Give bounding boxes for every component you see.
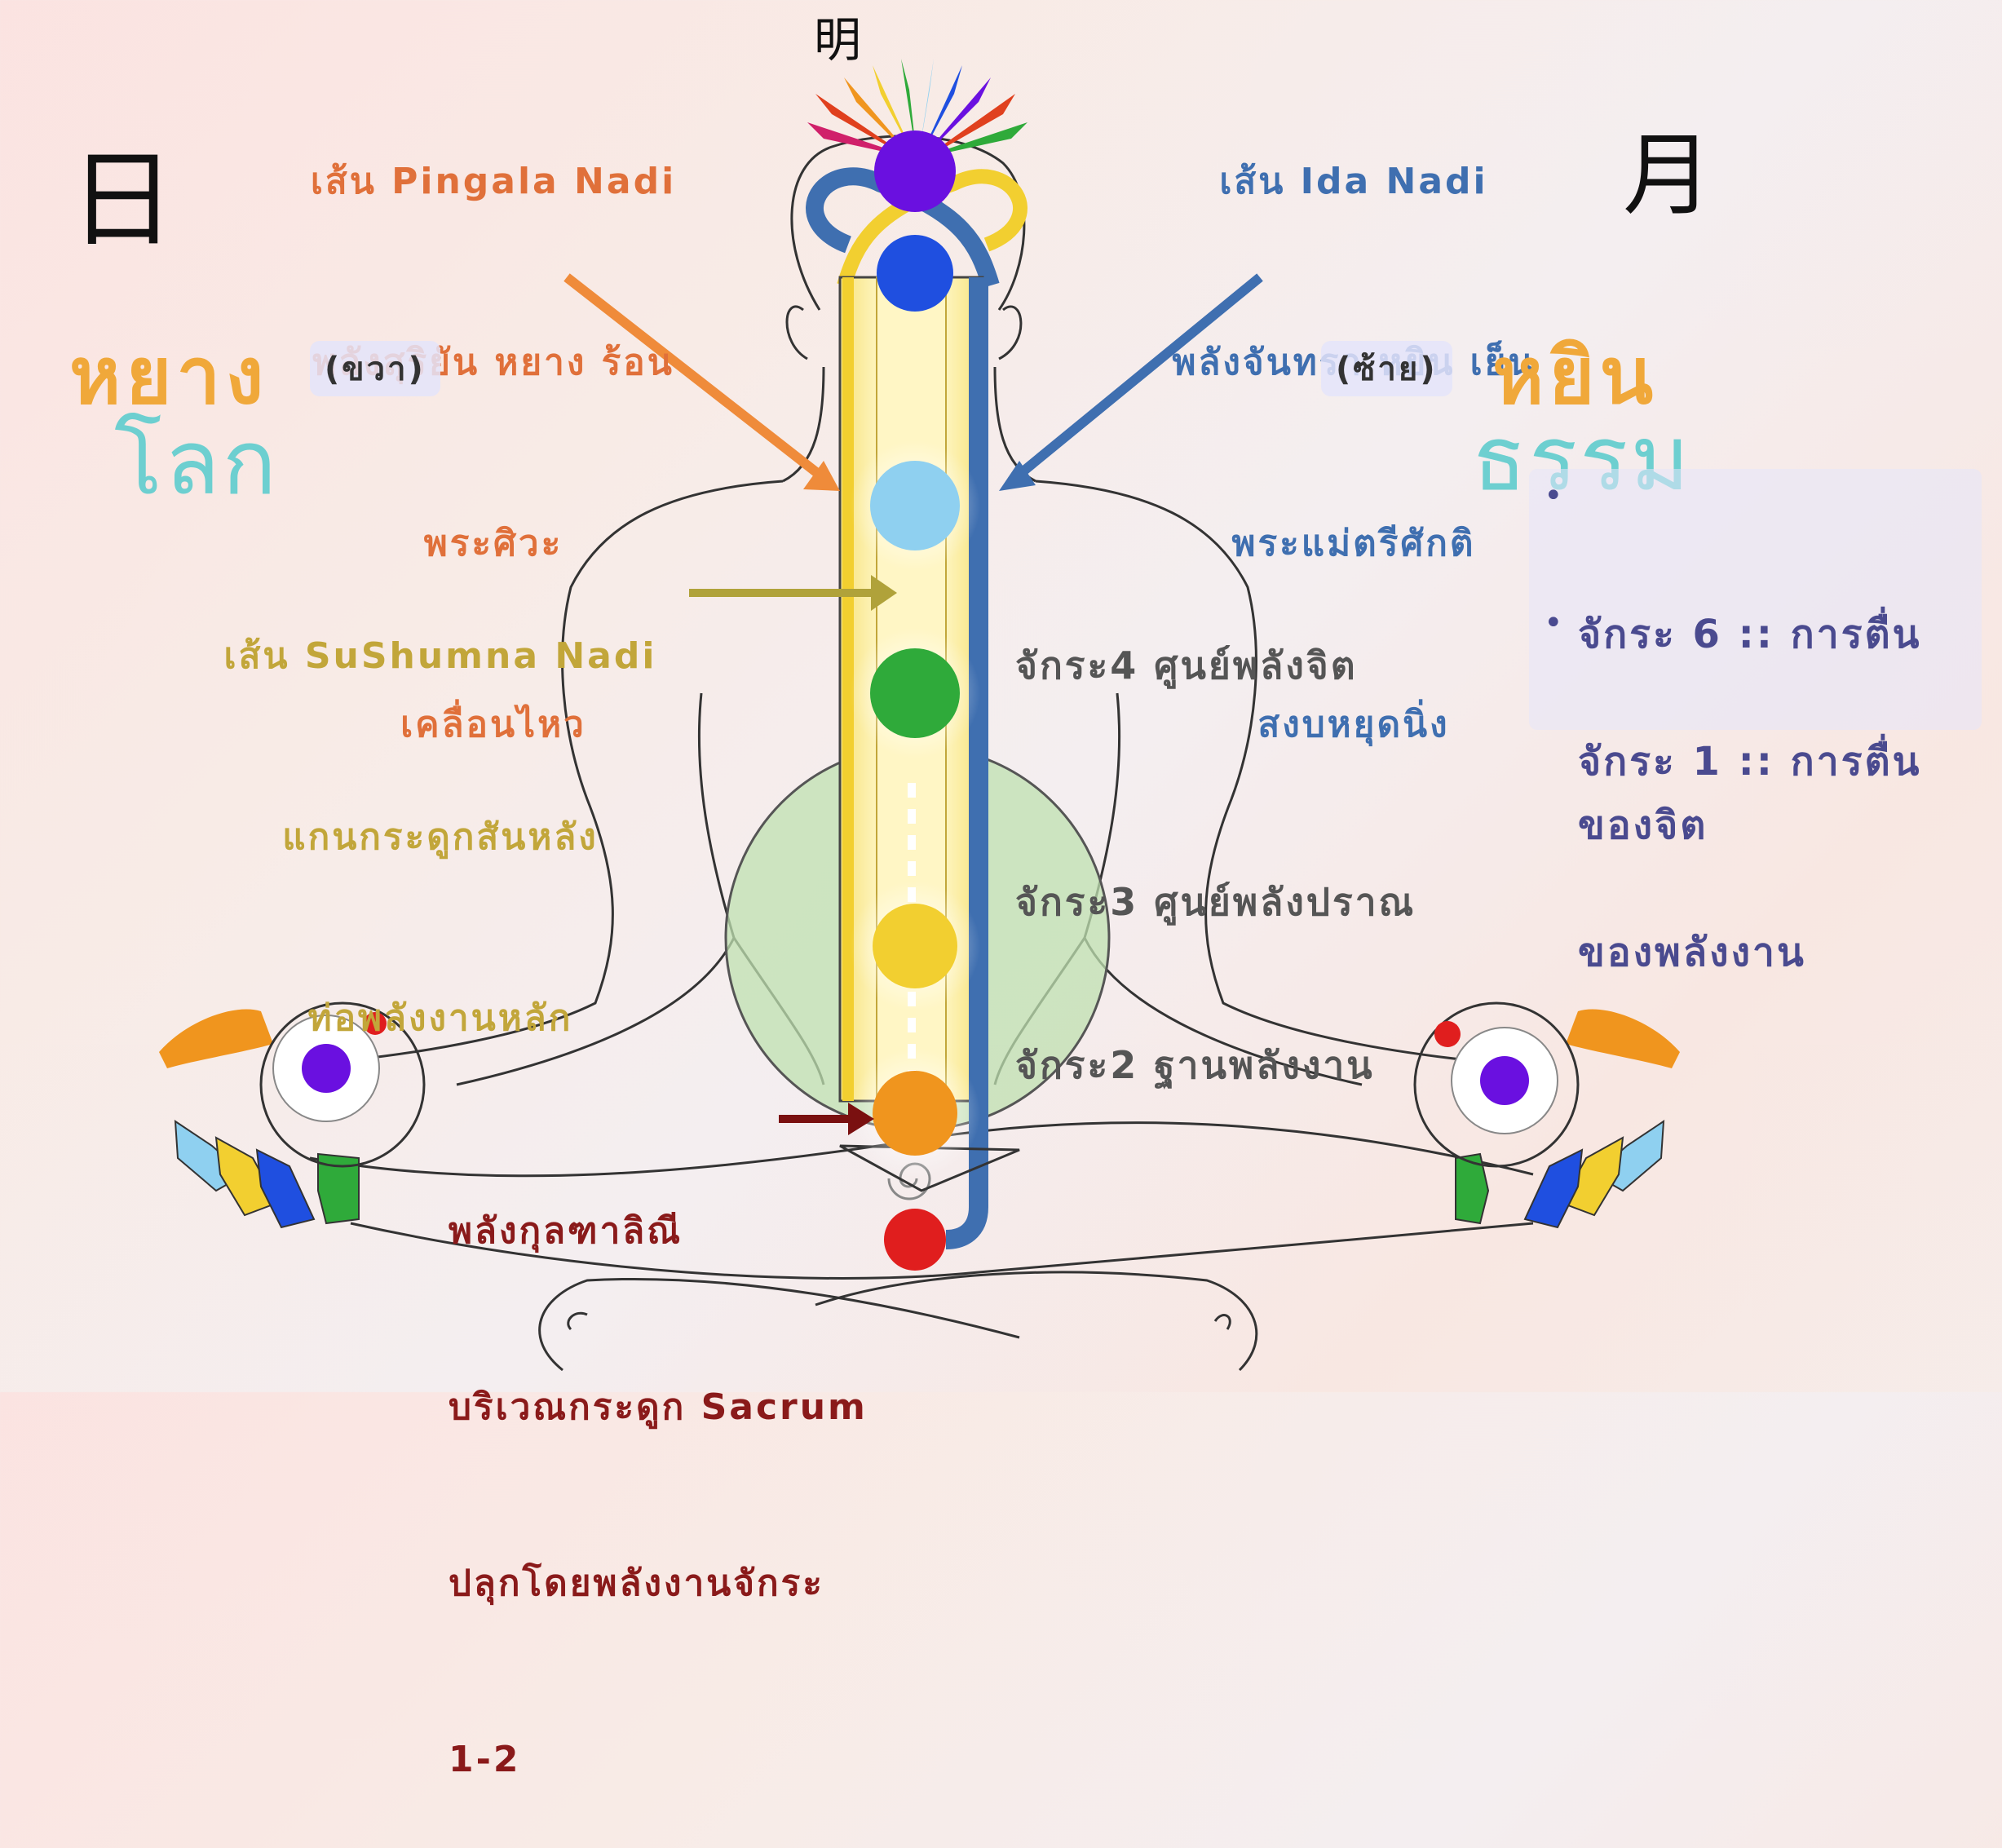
meditation-body-diagram — [159, 59, 1680, 1372]
sushumna-line3: ท่อพลังงานหลัก — [307, 997, 573, 1039]
kundalini-line3: ปลุกโดยพลังงานจักระ — [449, 1563, 824, 1604]
kundalini-label: พลังกุลฑาลิณี บริเวณกระดูก Sacrum ปลุกโด… — [449, 1085, 868, 1848]
note-1: จักระ 6 :: การตื่น ของจิต — [1578, 475, 1921, 984]
world-word: โลก — [114, 410, 280, 515]
yin-word: หยิน — [1492, 330, 1659, 422]
yang-side: (ขวา) — [310, 341, 440, 396]
note-1-line1: จักระ 6 :: การตื่น — [1578, 612, 1922, 657]
arrows — [563, 273, 1263, 1135]
ida-line4: สงบหยุดนิ่ง — [1257, 704, 1450, 745]
chakra-solar-plexus — [873, 904, 957, 988]
pingala-head-curve — [837, 169, 1028, 288]
note-1-line2: ของจิต — [1578, 802, 1708, 848]
yin-side: (ซ้าย) — [1321, 341, 1452, 396]
chakra-throat — [870, 461, 960, 550]
note-2-line1: จักระ 1 :: การตื่น — [1578, 739, 1922, 785]
note-2: จักระ 1 :: การตื่น ของพลังงาน — [1578, 603, 1921, 1112]
pingala-label: เส้น Pingala Nadi พลังสุริยัน หยาง ร้อน … — [245, 31, 742, 816]
right-hand — [1413, 1001, 1680, 1229]
chakra-heart — [870, 648, 960, 738]
bullet-icon: • — [1544, 604, 1563, 642]
kanji-moon: 月 — [1623, 123, 1713, 228]
chakra-crown — [874, 130, 956, 212]
kanji-bright: 明 — [814, 12, 862, 68]
kundalini-line1: พลังกุลฑาลิณี — [449, 1210, 683, 1252]
yang-word: หยาง — [69, 330, 269, 422]
chakra-third-eye — [877, 235, 953, 312]
chakra-notes: • จักระ 6 :: การตื่น ของจิต • จักระ 1 ::… — [1529, 469, 1982, 975]
kundalini-line4: 1-2 — [449, 1739, 521, 1780]
arrow-pingala — [563, 273, 831, 485]
arrow-ida — [1008, 273, 1263, 485]
kundalini-line2: บริเวณกระดูก Sacrum — [449, 1386, 868, 1428]
chakra-sacral — [873, 1071, 957, 1156]
chakra2-label: จักระ2 ฐานพลังงาน — [1015, 1043, 1375, 1087]
kanji-sun: 日 — [69, 138, 176, 262]
chakra4-label: จักระ4 ศูนย์พลังจิต — [1015, 643, 1358, 687]
note-2-line2: ของพลังงาน — [1578, 930, 1806, 975]
chakra3-label: จักระ3 ศูนย์พลังปราณ — [1015, 880, 1416, 924]
ida-channel — [945, 277, 988, 1249]
sushumna-title: เส้น SuShumna Nadi — [223, 635, 657, 677]
sushumna-label: เส้น SuShumna Nadi แกนกระดูกสันหลัง ท่อพ… — [204, 506, 677, 1109]
pingala-line3: พระศิวะ — [423, 523, 563, 564]
pingala-line4: เคลื่อนไหว — [400, 704, 586, 745]
left-hand — [159, 1001, 426, 1229]
chakras — [850, 130, 980, 1271]
bullet-icon: • — [1544, 477, 1563, 515]
pingala-title: เส้น Pingala Nadi — [310, 161, 677, 202]
sushumna-line2: แกนกระดูกสันหลัง — [282, 816, 599, 858]
ida-title: เส้น Ida Nadi — [1219, 161, 1488, 202]
chakra-root — [884, 1209, 946, 1271]
ida-line3: พระแม่ตรีศักติ — [1231, 523, 1476, 564]
